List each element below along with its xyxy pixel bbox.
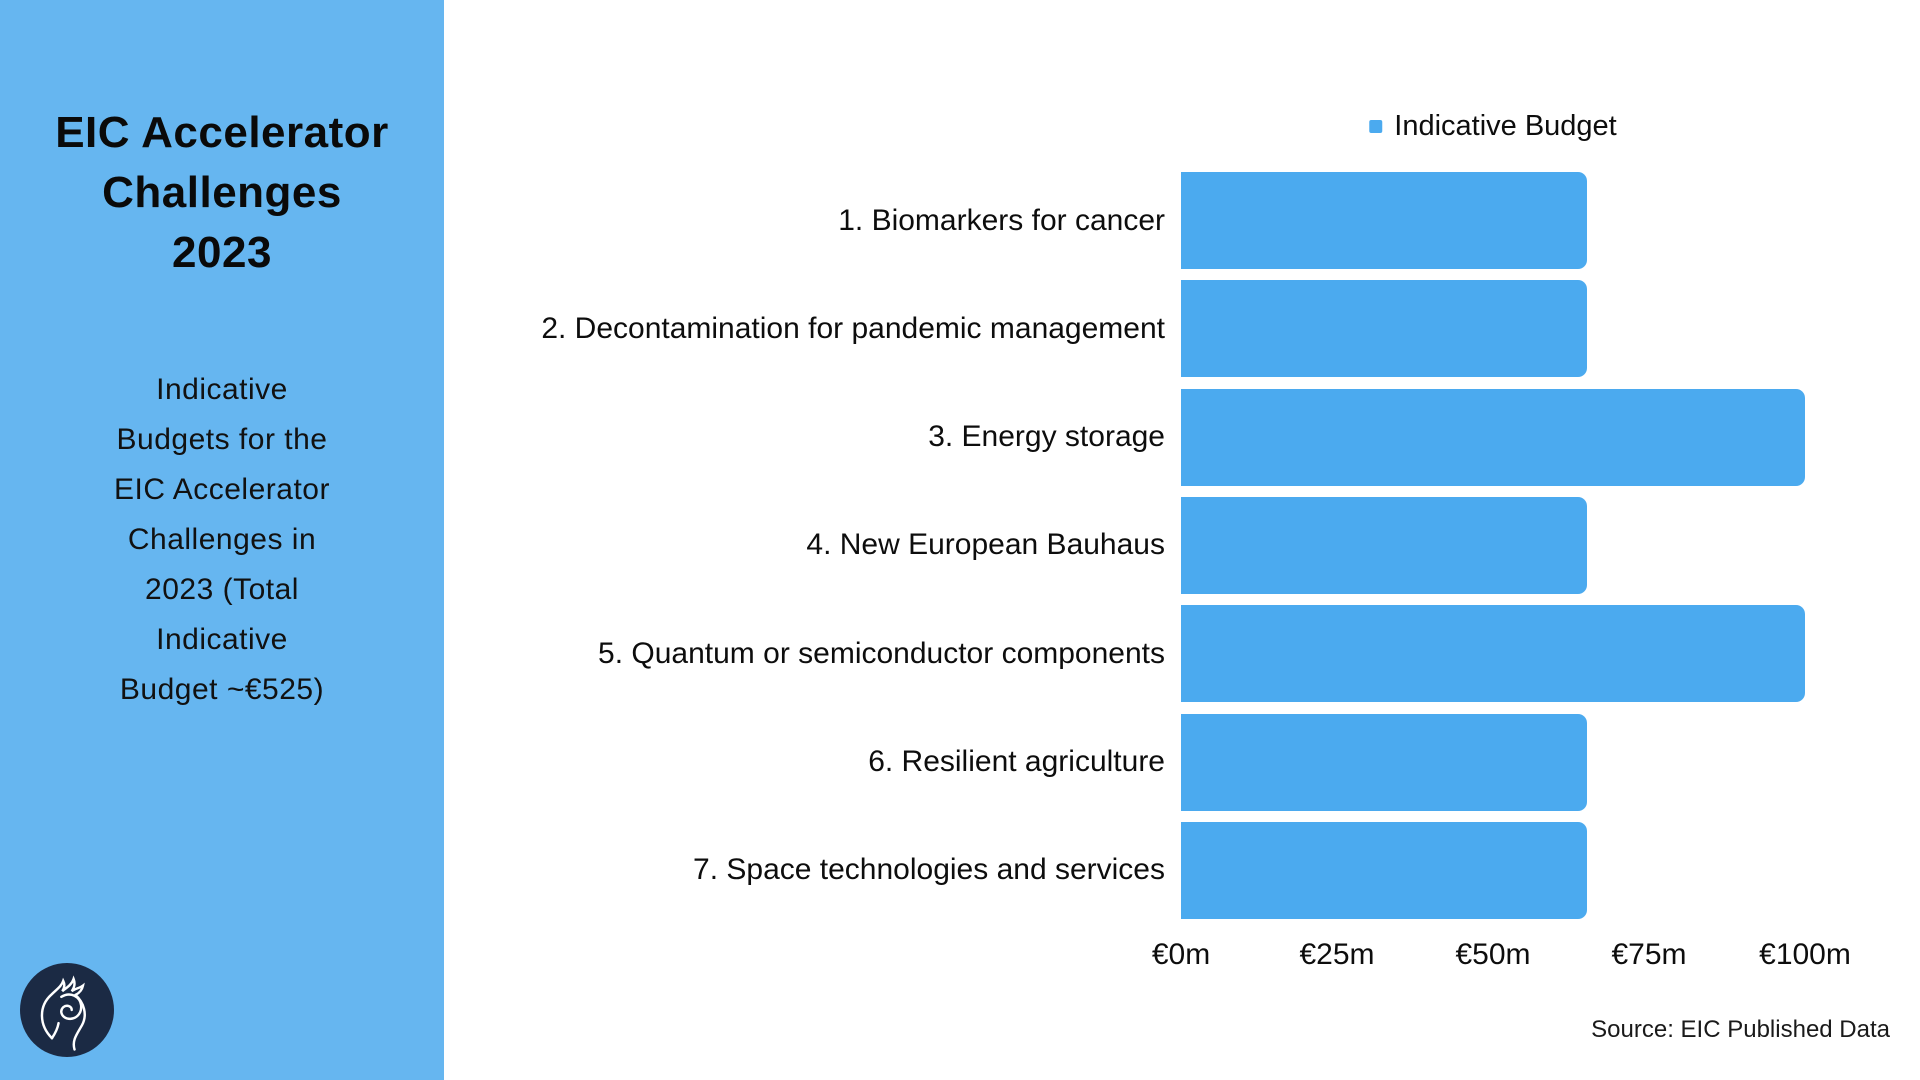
bar [1181,388,1805,486]
sidebar: EIC Accelerator Challenges 2023 Indicati… [0,0,444,1080]
bar [1181,605,1805,703]
category-label: 2. Decontamination for pandemic manageme… [541,311,1165,345]
category-label: 3. Energy storage [928,420,1165,454]
chart-legend: Indicative Budget [1369,110,1617,143]
bar [1181,172,1587,269]
page-title: EIC Accelerator Challenges 2023 [55,108,389,277]
category-label: 7. Space technologies and services [693,853,1165,887]
x-axis-tick-label: €100m [1759,938,1851,971]
source-note: Source: EIC Published Data [1591,1016,1890,1043]
x-axis-tick-label: €50m [1455,938,1531,971]
category-label: 1. Biomarkers for cancer [838,203,1165,237]
category-label: 4. New European Bauhaus [806,528,1165,562]
bar [1181,496,1587,594]
bar-chart: Indicative Budget 1. Biomarkers for canc… [444,0,1920,1080]
x-axis-tick-label: €75m [1611,938,1687,971]
x-axis-tick-label: €25m [1299,938,1375,971]
horse-logo-icon [20,963,114,1057]
bar [1181,821,1587,919]
legend-label: Indicative Budget [1394,110,1617,142]
bar [1181,713,1587,811]
x-axis-tick-label: €0m [1151,938,1211,971]
bar [1181,280,1587,378]
category-label: 6. Resilient agriculture [868,745,1165,778]
legend-swatch-icon [1369,120,1383,133]
page-subtitle: Indicative Budgets for the EIC Accelerat… [114,373,330,706]
category-label: 5. Quantum or semiconductor components [598,636,1165,670]
